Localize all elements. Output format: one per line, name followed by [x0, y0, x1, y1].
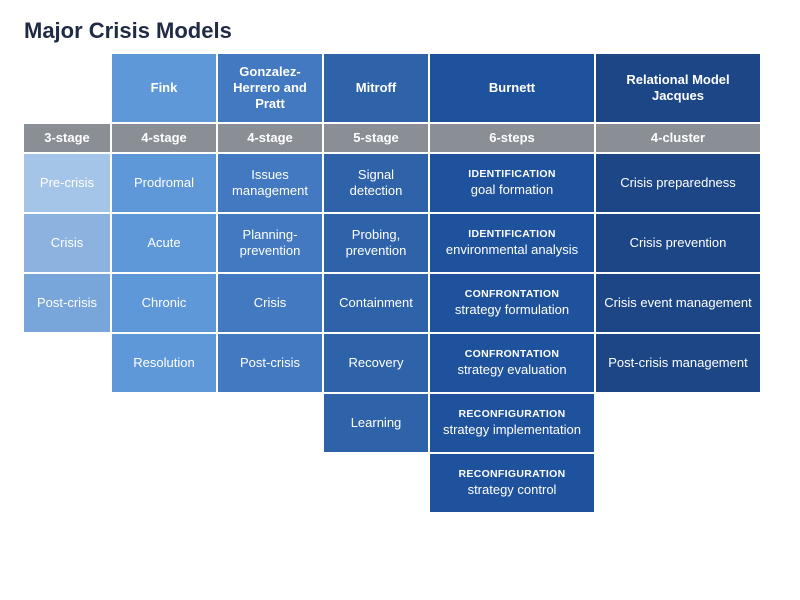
c1-r2: Chronic [112, 274, 216, 332]
leftcol-r0: Pre-crisis [24, 154, 110, 212]
c1-r1: Acute [112, 214, 216, 272]
c3-r4: Learning [324, 394, 428, 452]
header-gonzalez: Gonzalez-Herrero and Pratt [218, 54, 322, 122]
stage-c1: 4-stage [112, 124, 216, 152]
c2-r0: Issues management [218, 154, 322, 212]
c4-r1-lg: environmental analysis [446, 242, 578, 258]
c1-r3: Resolution [112, 334, 216, 392]
c4-r3: CONFRONTATIONstrategy evaluation [430, 334, 594, 392]
blank-r4-c0 [24, 394, 110, 452]
c5-r2: Crisis event management [596, 274, 760, 332]
leftcol-r1: Crisis [24, 214, 110, 272]
c1-r0: Prodromal [112, 154, 216, 212]
header-jacques: Relational Model Jacques [596, 54, 760, 122]
blank-r4-c2 [218, 394, 322, 452]
c4-r4-sm: RECONFIGURATION [443, 408, 581, 421]
header-burnett: Burnett [430, 54, 594, 122]
c4-r2: CONFRONTATIONstrategy formulation [430, 274, 594, 332]
c4-r1: IDENTIFICATIONenvironmental analysis [430, 214, 594, 272]
page-title: Major Crisis Models [24, 18, 776, 44]
blank-r5-c5 [596, 454, 760, 512]
c4-r4-lg: strategy implementation [443, 422, 581, 438]
leftcol-r2: Post-crisis [24, 274, 110, 332]
crisis-models-table: Fink Gonzalez-Herrero and Pratt Mitroff … [24, 54, 776, 512]
blank-r5-c0 [24, 454, 110, 512]
blank-r5-c2 [218, 454, 322, 512]
c4-r2-lg: strategy formulation [455, 302, 569, 318]
blank-r4-c1 [112, 394, 216, 452]
c2-r2: Crisis [218, 274, 322, 332]
blank-r4-c5 [596, 394, 760, 452]
stage-c4: 6-steps [430, 124, 594, 152]
c4-r1-sm: IDENTIFICATION [446, 228, 578, 241]
c3-r2: Containment [324, 274, 428, 332]
header-mitroff: Mitroff [324, 54, 428, 122]
c2-r1: Planning-prevention [218, 214, 322, 272]
c4-r5-lg: strategy control [459, 482, 566, 498]
c4-r0-sm: IDENTIFICATION [468, 168, 555, 181]
c5-r0: Crisis preparedness [596, 154, 760, 212]
c4-r5: RECONFIGURATIONstrategy control [430, 454, 594, 512]
c4-r0-lg: goal formation [468, 182, 555, 198]
c3-r1: Probing, prevention [324, 214, 428, 272]
c4-r3-lg: strategy evaluation [457, 362, 566, 378]
c5-r3: Post-crisis management [596, 334, 760, 392]
c4-r4: RECONFIGURATIONstrategy implementation [430, 394, 594, 452]
header-blank [24, 54, 110, 122]
blank-r5-c1 [112, 454, 216, 512]
c3-r3: Recovery [324, 334, 428, 392]
c4-r5-sm: RECONFIGURATION [459, 468, 566, 481]
c4-r3-sm: CONFRONTATION [457, 348, 566, 361]
header-fink: Fink [112, 54, 216, 122]
stage-c0: 3-stage [24, 124, 110, 152]
stage-c5: 4-cluster [596, 124, 760, 152]
blank-r5-c3 [324, 454, 428, 512]
stage-c2: 4-stage [218, 124, 322, 152]
c2-r3: Post-crisis [218, 334, 322, 392]
c3-r0: Signal detection [324, 154, 428, 212]
stage-c3: 5-stage [324, 124, 428, 152]
c4-r2-sm: CONFRONTATION [455, 288, 569, 301]
blank-r3-c0 [24, 334, 110, 392]
c4-r0: IDENTIFICATIONgoal formation [430, 154, 594, 212]
c5-r1: Crisis prevention [596, 214, 760, 272]
